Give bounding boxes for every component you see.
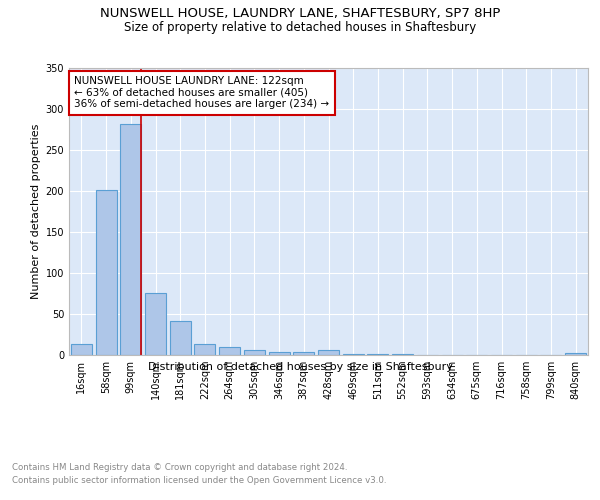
Bar xyxy=(219,347,240,355)
Text: NUNSWELL HOUSE, LAUNDRY LANE, SHAFTESBURY, SP7 8HP: NUNSWELL HOUSE, LAUNDRY LANE, SHAFTESBUR… xyxy=(100,8,500,20)
Y-axis label: Number of detached properties: Number of detached properties xyxy=(31,124,41,299)
Bar xyxy=(170,320,191,355)
Bar xyxy=(95,190,116,355)
Bar xyxy=(293,352,314,355)
Bar xyxy=(145,292,166,355)
Text: Distribution of detached houses by size in Shaftesbury: Distribution of detached houses by size … xyxy=(148,362,452,372)
Bar xyxy=(244,350,265,355)
Bar xyxy=(392,354,413,355)
Text: Contains HM Land Registry data © Crown copyright and database right 2024.: Contains HM Land Registry data © Crown c… xyxy=(12,462,347,471)
Bar xyxy=(367,354,388,355)
Text: Size of property relative to detached houses in Shaftesbury: Size of property relative to detached ho… xyxy=(124,21,476,34)
Bar xyxy=(343,354,364,355)
Bar xyxy=(71,344,92,355)
Bar xyxy=(120,124,141,355)
Text: Contains public sector information licensed under the Open Government Licence v3: Contains public sector information licen… xyxy=(12,476,386,485)
Text: NUNSWELL HOUSE LAUNDRY LANE: 122sqm
← 63% of detached houses are smaller (405)
3: NUNSWELL HOUSE LAUNDRY LANE: 122sqm ← 63… xyxy=(74,76,329,110)
Bar xyxy=(269,352,290,355)
Bar xyxy=(194,344,215,355)
Bar xyxy=(565,352,586,355)
Bar xyxy=(318,350,339,355)
